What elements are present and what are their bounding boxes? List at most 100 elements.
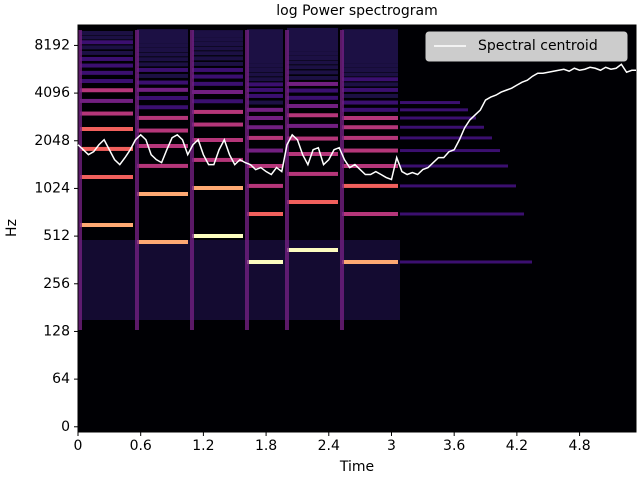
spectrogram-cell bbox=[340, 30, 344, 330]
spectrogram-cell bbox=[192, 42, 243, 46]
spectrogram-cell bbox=[80, 175, 133, 179]
spectrogram-cell bbox=[342, 59, 398, 64]
spectrogram-cell bbox=[137, 48, 188, 52]
spectrogram-cell bbox=[247, 183, 283, 188]
x-tick-label: 0.6 bbox=[130, 438, 152, 454]
spectrogram-cell bbox=[285, 30, 289, 330]
spectrogram-cell bbox=[247, 42, 283, 47]
spectrogram-cell bbox=[80, 223, 133, 227]
spectrogram-cell bbox=[400, 136, 492, 140]
spectrogram-cell bbox=[342, 63, 398, 68]
spectrogram-cell bbox=[135, 240, 190, 320]
spectrogram-cell bbox=[342, 72, 398, 77]
spectrogram-cell bbox=[400, 101, 460, 105]
spectrogram-cell bbox=[80, 111, 133, 116]
spectrogram-cell bbox=[137, 80, 188, 85]
spectrogram-cell bbox=[342, 45, 398, 50]
chart-title: log Power spectrogram bbox=[276, 3, 437, 19]
spectrogram-cell bbox=[342, 34, 398, 39]
spectrogram-cell bbox=[80, 70, 133, 75]
spectrogram-cell bbox=[137, 57, 188, 62]
spectrogram bbox=[78, 25, 636, 432]
y-tick-label: 4096 bbox=[34, 85, 70, 101]
spectrogram-cell bbox=[287, 37, 338, 42]
spectrogram-cell bbox=[400, 125, 484, 129]
spectrogram-cell bbox=[247, 77, 283, 82]
spectrogram-cell bbox=[137, 144, 188, 148]
x-axis-label: Time bbox=[339, 459, 374, 475]
spectrogram-cell bbox=[247, 39, 283, 44]
spectrogram-cell bbox=[342, 42, 398, 47]
spectrogram-cell bbox=[137, 29, 188, 34]
spectrogram-cell bbox=[192, 74, 243, 79]
spectrogram-cell bbox=[287, 123, 338, 128]
spectrogram-cell bbox=[192, 90, 243, 94]
spectrogram-cell bbox=[287, 33, 338, 38]
spectrogram-cell bbox=[247, 93, 283, 98]
spectrogram-cell bbox=[192, 37, 243, 42]
spectrogram-cell bbox=[342, 68, 398, 72]
spectrogram-cell bbox=[342, 100, 398, 105]
spectrogram-cell bbox=[192, 234, 243, 238]
spectrogram-cell bbox=[342, 87, 398, 92]
spectrogram-cell bbox=[192, 67, 243, 72]
y-tick-label: 512 bbox=[43, 228, 70, 244]
spectrogram-cell bbox=[192, 138, 243, 142]
spectrogram-cell bbox=[247, 29, 283, 34]
spectrogram-cell bbox=[80, 88, 133, 93]
spectrogram-cell bbox=[400, 184, 516, 188]
spectrogram-cell bbox=[287, 51, 338, 56]
y-tick-label: 256 bbox=[43, 276, 70, 292]
spectrogram-cell bbox=[287, 95, 338, 100]
spectrogram-cell bbox=[247, 72, 283, 77]
spectrogram-cell bbox=[287, 47, 338, 52]
spectrogram-cell bbox=[247, 31, 283, 36]
spectrogram-cell bbox=[247, 116, 283, 120]
spectrogram-cell bbox=[190, 240, 245, 320]
spectrogram-cell bbox=[245, 30, 249, 330]
y-tick-label: 1024 bbox=[34, 180, 70, 196]
spectrogram-cell bbox=[137, 67, 188, 72]
spectrogram-cell bbox=[287, 30, 338, 35]
spectrogram-cell bbox=[247, 125, 283, 130]
x-tick-label: 2.4 bbox=[318, 438, 340, 454]
spectrogram-cell bbox=[137, 96, 188, 100]
spectrogram-cell bbox=[287, 248, 338, 252]
spectrogram-cell bbox=[247, 52, 283, 57]
spectrogram-cell bbox=[247, 164, 283, 168]
spectrogram-cell bbox=[190, 30, 194, 330]
spectrogram-cell bbox=[80, 98, 133, 103]
spectrogram-cell bbox=[342, 164, 398, 168]
spectrogram-cell bbox=[287, 136, 338, 141]
spectrogram-cell bbox=[247, 56, 283, 61]
spectrogram-cell bbox=[287, 88, 338, 93]
spectrogram-cell bbox=[342, 82, 398, 87]
spectrogram-cell bbox=[287, 65, 338, 70]
x-tick-label: 1.8 bbox=[255, 438, 277, 454]
spectrogram-cell bbox=[247, 107, 283, 112]
spectrogram-cell bbox=[192, 30, 243, 35]
spectrogram-cell bbox=[340, 240, 400, 320]
spectrogram-cell bbox=[287, 81, 338, 86]
spectrogram-cell bbox=[80, 45, 133, 50]
spectrogram-cell bbox=[247, 68, 283, 72]
spectrogram-cell bbox=[342, 77, 398, 82]
legend-box bbox=[425, 31, 628, 62]
spectrogram-cell bbox=[247, 45, 283, 50]
spectrogram-cell bbox=[137, 36, 188, 41]
spectrogram-cell bbox=[342, 212, 398, 216]
y-tick-label: 128 bbox=[43, 323, 70, 339]
legend-label: Spectral centroid bbox=[478, 38, 598, 54]
spectrogram-cell bbox=[137, 32, 188, 37]
spectrogram-cell bbox=[247, 135, 283, 140]
spectrogram-cell bbox=[78, 30, 82, 330]
spectrogram-cell bbox=[287, 200, 338, 204]
spectrogram-cell bbox=[192, 51, 243, 56]
spectrogram-cell bbox=[192, 61, 243, 66]
spectrogram-cell bbox=[80, 40, 133, 45]
x-tick-label: 3.6 bbox=[443, 438, 465, 454]
spectrogram-cell bbox=[80, 127, 133, 131]
spectrogram-cell bbox=[247, 148, 283, 153]
spectrogram-cell bbox=[342, 93, 398, 98]
spectrogram-cell bbox=[80, 79, 133, 83]
